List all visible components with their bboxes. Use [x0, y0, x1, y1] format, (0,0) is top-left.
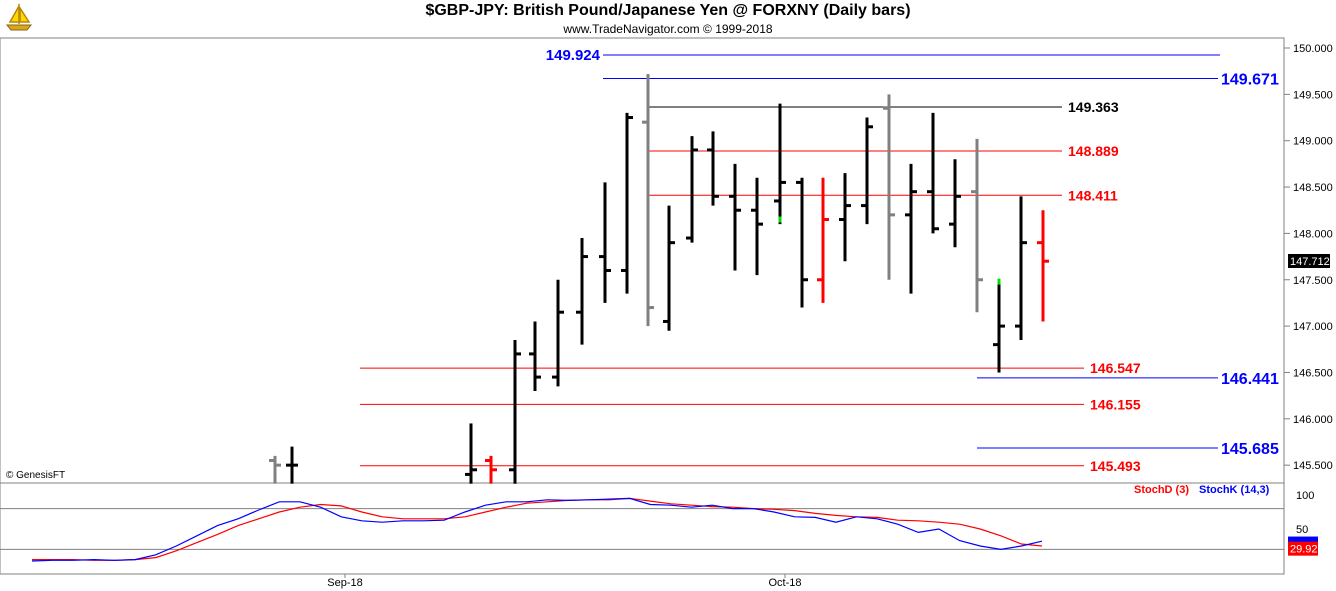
ohlc-bars — [269, 73, 1049, 484]
level-label: 149.924 — [546, 47, 601, 64]
level-line: 148.889 — [648, 143, 1119, 159]
stochk-legend: StochK (14,3) — [1199, 484, 1270, 496]
stochd-value-badge — [1288, 541, 1318, 556]
ohlc-bar — [861, 117, 873, 225]
stoch-panel-frame — [0, 482, 1285, 575]
stoch-tick-label: 100 — [1296, 490, 1314, 502]
ohlc-bar — [949, 159, 961, 248]
price-tick-label: 145.500 — [1293, 460, 1333, 472]
level-label: 145.685 — [1221, 441, 1279, 458]
price-panel-frame — [0, 37, 1285, 484]
level-line: 146.155 — [360, 396, 1141, 412]
page-subtitle: www.TradeNavigator.com © 1999-2018 — [563, 22, 773, 36]
stochd-value-label: 29.92 — [1290, 544, 1318, 556]
ohlc-bar — [927, 112, 939, 234]
stochd-legend: StochD (3) — [1134, 484, 1189, 496]
page-title: $GBP-JPY: British Pound/Japanese Yen @ F… — [425, 2, 911, 19]
ohlc-bar — [529, 321, 541, 391]
price-tick-label: 147.500 — [1293, 275, 1333, 287]
stoch-tick-label: 50 — [1296, 524, 1308, 536]
level-line: 146.441 — [977, 371, 1279, 388]
price-tick-label: 149.000 — [1293, 136, 1333, 148]
level-label: 149.363 — [1068, 99, 1119, 115]
level-label: 146.547 — [1090, 360, 1141, 376]
level-line: 149.363 — [648, 99, 1119, 115]
last-price-label: 147.712 — [1290, 256, 1330, 268]
ohlc-bar — [509, 340, 521, 484]
copyright-label: © GenesisFT — [6, 470, 65, 481]
stochastic-panel: 100 50 29.92 — [0, 490, 1318, 562]
level-label: 146.441 — [1221, 371, 1279, 388]
price-tick-label: 149.500 — [1293, 89, 1333, 101]
stochk-value-badge — [1288, 536, 1318, 545]
ohlc-bar — [817, 177, 829, 303]
ohlc-bar — [465, 423, 477, 484]
level-label: 149.671 — [1221, 71, 1279, 88]
ohlc-bar — [707, 131, 719, 206]
ohlc-bar — [286, 446, 298, 484]
ohlc-bar — [1015, 196, 1027, 341]
level-line: 149.671 — [603, 71, 1279, 88]
stoch-series-line — [31, 497, 1043, 562]
x-axis: Sep-18 Oct-18 — [327, 574, 802, 589]
x-tick-label: Oct-18 — [768, 577, 801, 589]
level-label: 146.155 — [1090, 396, 1141, 412]
ohlc-bar — [485, 455, 497, 484]
last-price-badge — [1288, 254, 1330, 268]
ohlc-bar — [599, 182, 611, 303]
ohlc-bar — [621, 112, 633, 294]
genesis-sailboat-icon — [4, 2, 34, 37]
ohlc-bar — [971, 138, 983, 313]
level-label: 148.889 — [1068, 143, 1119, 159]
level-line: 149.924 — [546, 47, 1220, 64]
level-lines: 149.924 149.671 149.363 148.889 148.411 146.5… — [360, 47, 1279, 474]
ohlc-bar — [751, 177, 763, 276]
ohlc-bar — [993, 279, 1005, 373]
level-line: 145.685 — [977, 441, 1279, 458]
ohlc-bar — [576, 238, 588, 345]
price-tick-label: 148.000 — [1293, 228, 1333, 240]
ohlc-bar — [663, 205, 675, 331]
price-tick-label: 150.000 — [1293, 43, 1333, 55]
ohlc-bar — [1037, 210, 1049, 322]
ohlc-bar — [729, 163, 741, 271]
price-axis: 150.000 149.500 149.000 148.500 148.000 147.5… — [1284, 43, 1333, 472]
price-tick-label: 146.000 — [1293, 414, 1333, 426]
ohlc-bar — [796, 177, 808, 308]
ohlc-bar — [883, 94, 895, 280]
ohlc-bar — [269, 455, 281, 484]
ohlc-bar — [552, 279, 564, 387]
price-tick-label: 147.000 — [1293, 321, 1333, 333]
level-label: 148.411 — [1068, 187, 1118, 203]
price-tick-label: 146.500 — [1293, 367, 1333, 379]
price-tick-label: 148.500 — [1293, 182, 1333, 194]
ohlc-bar — [905, 163, 917, 294]
level-label: 145.493 — [1090, 458, 1141, 474]
ohlc-bar — [839, 173, 851, 262]
level-line: 145.493 — [360, 458, 1141, 474]
stoch-series-line — [32, 497, 1043, 561]
ohlc-bar — [642, 73, 654, 327]
ohlc-bar — [774, 103, 786, 225]
level-line: 146.547 — [360, 360, 1141, 376]
ohlc-bar — [686, 136, 698, 243]
x-tick-label: Sep-18 — [327, 577, 362, 589]
